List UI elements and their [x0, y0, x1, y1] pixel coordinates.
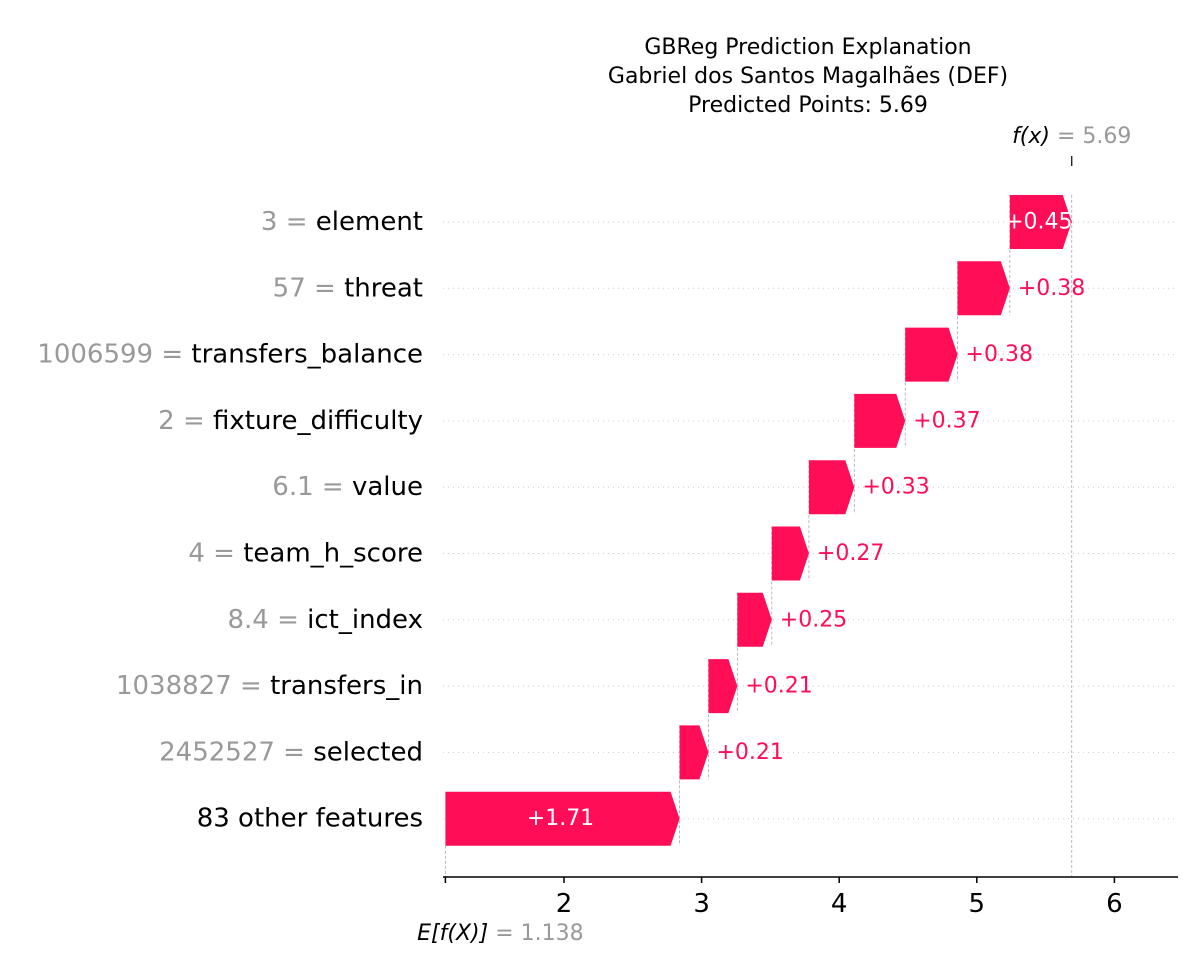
x-tick-label: 3	[693, 889, 710, 919]
annotations: f(x) = 5.69 E[f(X)] = 1.138	[417, 124, 1131, 946]
fx-annotation: f(x) = 5.69	[1012, 124, 1131, 149]
feature-label: 6.1 = value	[272, 472, 423, 502]
data-label: +0.45	[1005, 210, 1072, 235]
feature-label: 57 = threat	[273, 273, 423, 303]
feature-labels: 3 = element 57 = threat 1006599 = transfer…	[37, 207, 423, 834]
chart-title-line: GBReg Prediction Explanation	[644, 35, 971, 60]
data-label: +0.25	[780, 607, 847, 632]
feature-label: 83 other features	[197, 804, 423, 834]
x-axis: 2 3 4 5 6	[443, 876, 1178, 919]
waterfall-bar	[957, 261, 1010, 316]
feature-label: 1038827 = transfers_in	[116, 671, 423, 701]
data-label: +1.71	[527, 806, 594, 831]
feature-label: 4 = team_h_score	[188, 539, 423, 569]
data-label: +0.38	[966, 342, 1033, 367]
chart-title: GBReg Prediction Explanation Gabriel dos …	[608, 35, 1008, 118]
feature-label: 8.4 = ict_index	[227, 605, 423, 635]
data-label: +0.27	[817, 541, 884, 566]
waterfall-bar	[771, 526, 809, 581]
data-label: +0.21	[716, 740, 783, 765]
base-value-annotation: E[f(X)] = 1.138	[417, 921, 583, 946]
waterfall-bar	[1009, 195, 1072, 249]
bars: +0.45 +0.38 +0.38 +0.37 +0.33 +0.27 +0.25 +0.21…	[445, 195, 1085, 846]
waterfall-bar	[905, 327, 958, 382]
data-label: +0.33	[862, 475, 929, 500]
x-tick-label: 4	[831, 889, 848, 919]
feature-label: 2 = fixture_difficulty	[158, 406, 423, 436]
waterfall-bar	[679, 725, 709, 780]
x-tick-label: 2	[556, 889, 573, 919]
waterfall-bar	[708, 659, 738, 714]
x-tick-label: 5	[969, 889, 986, 919]
chart-title-line: Gabriel dos Santos Magalhães (DEF)	[608, 64, 1008, 89]
data-label: +0.38	[1018, 276, 1085, 301]
data-label: +0.37	[913, 408, 980, 433]
waterfall-bar	[808, 460, 855, 515]
chart-title-line: Predicted Points: 5.69	[688, 93, 928, 118]
waterfall-bar	[445, 791, 680, 846]
gridlines	[443, 221, 1178, 820]
feature-label: 3 = element	[261, 207, 423, 237]
x-tick-label: 6	[1106, 889, 1123, 919]
feature-label: 2452527 = selected	[159, 737, 423, 767]
data-label: +0.21	[745, 674, 812, 699]
waterfall-bar	[737, 592, 772, 647]
feature-label: 1006599 = transfers_balance	[37, 340, 423, 370]
waterfall-bar	[854, 393, 906, 448]
